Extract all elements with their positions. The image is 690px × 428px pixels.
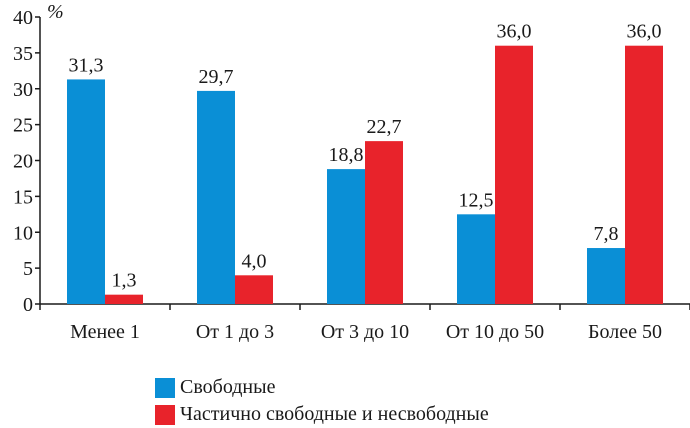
data-label-series-1-5: 7,8 <box>594 223 619 245</box>
legend-swatch-series-2 <box>155 404 175 425</box>
legend-label-series-1: Свободные <box>180 376 276 398</box>
data-label-series-1-4: 12,5 <box>459 189 494 211</box>
bar-series-2-3 <box>365 141 403 304</box>
x-category-label-2: От 1 до 3 <box>196 321 274 343</box>
y-tick-label-5: 5 <box>23 258 33 280</box>
legend-swatch-series-1 <box>155 377 175 398</box>
data-label-series-1-1: 31,3 <box>69 54 104 76</box>
y-tick-label-15: 15 <box>13 186 33 208</box>
data-label-series-2-1: 1,3 <box>112 270 137 292</box>
y-tick-label-10: 10 <box>13 222 33 244</box>
data-label-series-2-2: 4,0 <box>242 250 267 272</box>
legend-item-series-1: Свободные <box>155 374 685 401</box>
y-unit-label: % <box>47 1 64 23</box>
legend-item-series-2: Частично свободные и несвободные <box>155 401 685 428</box>
y-tick-label-35: 35 <box>13 43 33 65</box>
bar-series-2-5 <box>625 45 663 304</box>
x-category-label-3: От 3 до 10 <box>321 321 409 343</box>
bar-series-1-1 <box>67 79 105 304</box>
legend-label-series-2: Частично свободные и несвободные <box>180 403 489 425</box>
data-label-series-2-3: 22,7 <box>367 116 402 138</box>
legend: Свободные Частично свободные и несвободн… <box>155 374 685 428</box>
data-label-series-2-4: 36,0 <box>497 21 532 43</box>
bar-series-2-1 <box>105 294 143 304</box>
bar-series-2-4 <box>495 45 533 304</box>
bar-series-1-3 <box>327 169 365 304</box>
y-tick-label-20: 20 <box>13 151 33 173</box>
y-tick-label-25: 25 <box>13 115 33 137</box>
data-label-series-1-3: 18,8 <box>329 144 364 166</box>
x-category-label-5: Более 50 <box>588 321 662 343</box>
bar-series-1-2 <box>197 90 235 304</box>
bar-series-1-4 <box>457 214 495 304</box>
x-category-label-1: Менее 1 <box>70 321 140 343</box>
x-category-label-4: От 10 до 50 <box>446 321 544 343</box>
bar-series-2-2 <box>235 275 273 304</box>
bar-series-1-5 <box>587 248 625 304</box>
y-tick-label-30: 30 <box>13 79 33 101</box>
y-tick-label-40: 40 <box>13 7 33 29</box>
data-label-series-1-2: 29,7 <box>199 66 234 88</box>
y-tick-label-0: 0 <box>23 294 33 316</box>
data-label-series-2-5: 36,0 <box>627 21 662 43</box>
